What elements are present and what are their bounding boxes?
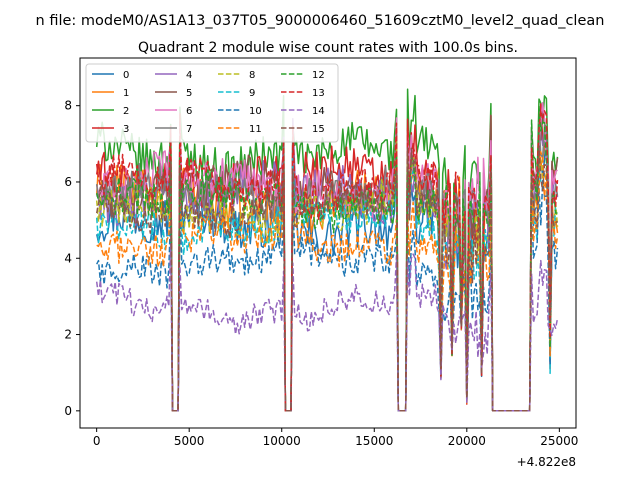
legend-label-15: 15 (312, 124, 325, 135)
legend-label-11: 11 (249, 124, 262, 135)
legend-label-12: 12 (312, 70, 325, 81)
y-tick-label: 4 (64, 251, 72, 265)
legend-label-8: 8 (249, 70, 255, 81)
series-line-9 (95, 155, 558, 412)
figure-suptitle: n file: modeM0/AS1A13_037T05_9000006460_… (36, 13, 605, 29)
x-offset-label: +4.822e8 (517, 455, 576, 469)
plot-frame (79, 57, 577, 429)
y-tick-label: 0 (64, 404, 72, 418)
x-tick-label: 20000 (448, 434, 486, 448)
y-tick-label: 6 (64, 175, 72, 189)
x-tick-label: 25000 (540, 434, 578, 448)
legend-label-3: 3 (123, 124, 129, 135)
chart-title: Quadrant 2 module wise count rates with … (138, 40, 518, 56)
y-tick-label: 2 (64, 328, 72, 342)
legend-label-2: 2 (123, 106, 129, 117)
legend-label-4: 4 (186, 70, 192, 81)
x-tick-label: 15000 (355, 434, 393, 448)
series-line-15 (95, 145, 559, 412)
legend-label-9: 9 (249, 88, 255, 99)
legend-label-1: 1 (123, 88, 129, 99)
legend-label-10: 10 (249, 106, 262, 117)
legend-box (85, 63, 339, 143)
x-tick-label: 0 (93, 434, 101, 448)
legend-label-13: 13 (312, 88, 325, 99)
y-tick-label: 8 (64, 99, 72, 113)
series-line-14 (95, 243, 559, 412)
x-axis: 0 5000 10000 15000 20000 25000 (93, 428, 578, 448)
legend-label-5: 5 (186, 88, 192, 99)
legend-label-14: 14 (312, 106, 325, 117)
x-tick-label: 5000 (174, 434, 205, 448)
legend-label-6: 6 (186, 106, 192, 117)
x-tick-label: 10000 (263, 434, 301, 448)
legend-label-0: 0 (123, 70, 129, 81)
series-layer (95, 88, 559, 412)
legend-label-7: 7 (186, 124, 192, 135)
y-axis: 0 2 4 6 8 (64, 99, 80, 418)
